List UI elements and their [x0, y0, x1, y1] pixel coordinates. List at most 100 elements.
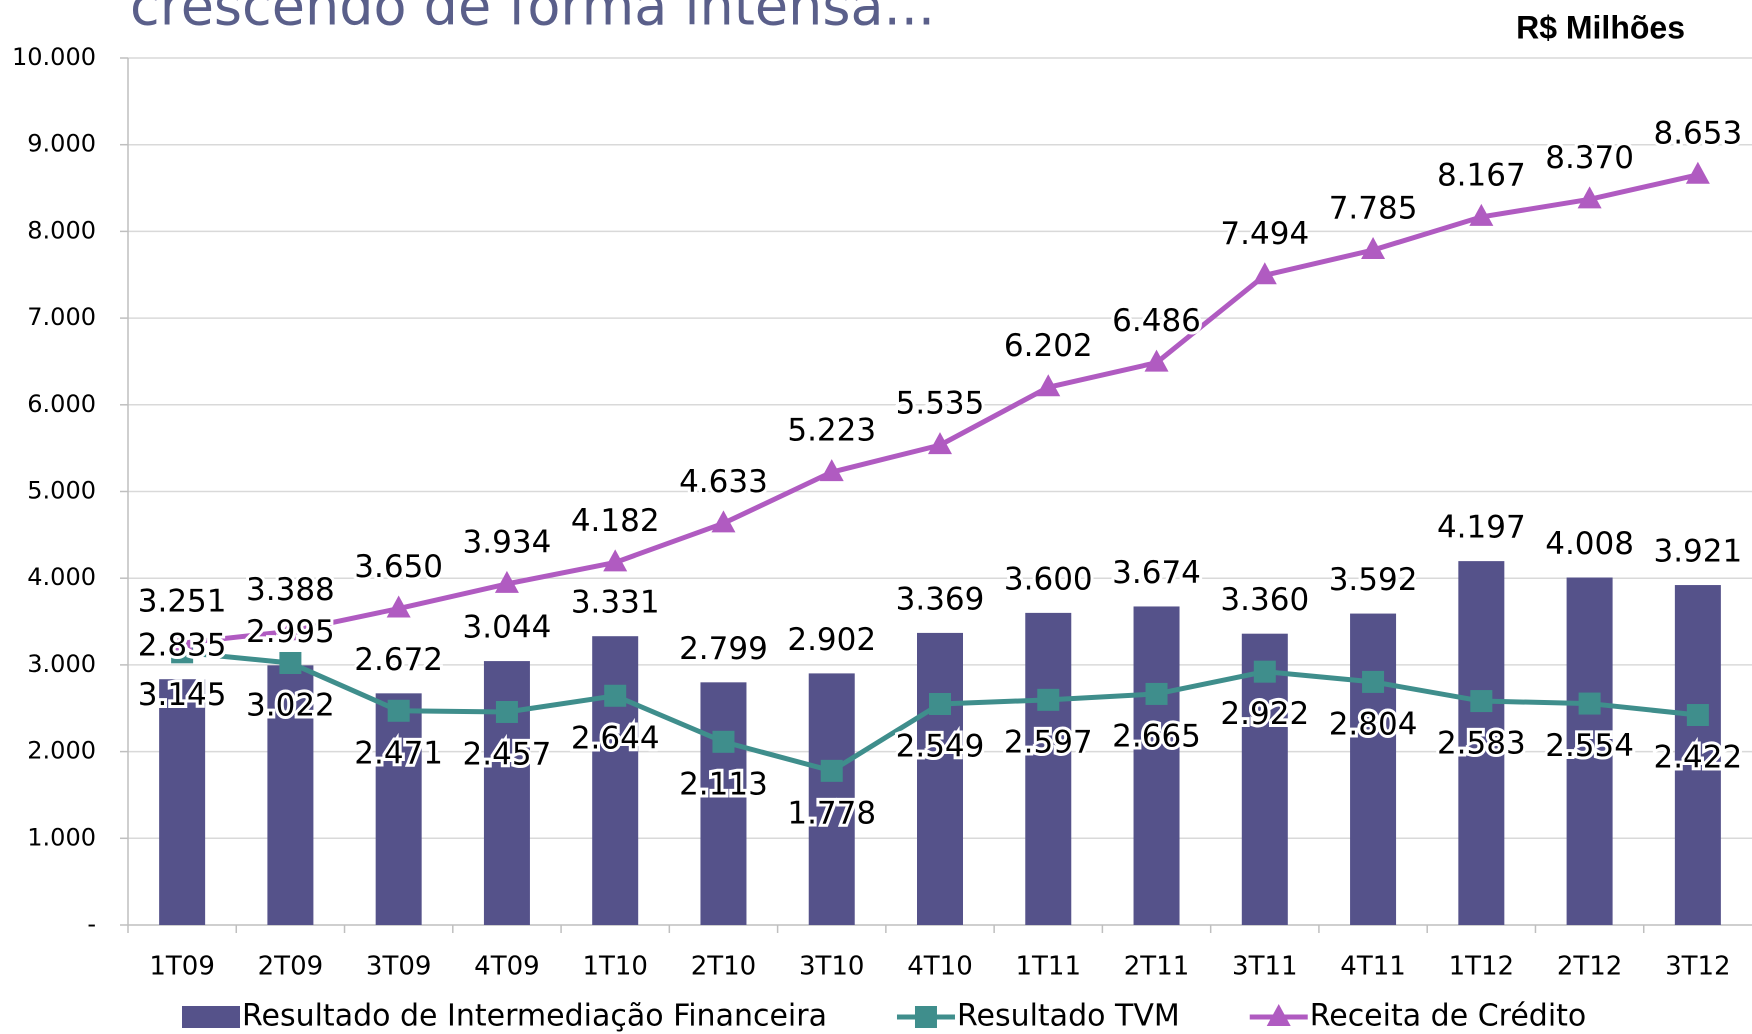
marker [928, 432, 952, 455]
marker [819, 459, 844, 482]
data-label: 3.145 [138, 677, 227, 713]
marker [1036, 374, 1061, 397]
marker [603, 549, 628, 572]
chart-title: crescendo de forma intensa... [130, 0, 935, 38]
x-tick-label: 1T09 [149, 952, 215, 982]
marker [1253, 660, 1276, 683]
legend-item: Receita de Crédito [1249, 999, 1587, 1034]
bar [1133, 606, 1180, 925]
data-label: 2.922 [1220, 696, 1309, 732]
data-label: 4.197 [1437, 510, 1526, 546]
data-label: 3.592 [1329, 562, 1418, 598]
bar [1566, 577, 1613, 925]
data-label: 3.251 [138, 584, 227, 620]
data-label: 2.804 [1329, 706, 1418, 742]
data-label: 8.370 [1545, 140, 1634, 176]
bar [1674, 585, 1721, 925]
y-tick-label: 7.000 [27, 303, 96, 331]
data-label: 3.331 [571, 585, 660, 621]
x-tick-label: 3T11 [1232, 952, 1298, 982]
y-tick-label: 6.000 [27, 390, 96, 418]
marker [1144, 349, 1169, 372]
data-label: 7.785 [1329, 191, 1418, 227]
y-tick-label: 3.000 [27, 650, 96, 678]
y-tick-label: 1.000 [27, 823, 96, 851]
bar [159, 679, 206, 925]
data-label: 3.360 [1220, 582, 1309, 618]
bar [592, 636, 639, 925]
bar [700, 682, 747, 925]
marker [170, 630, 195, 653]
x-tick-label: 4T11 [1340, 952, 1406, 982]
data-label: 3.921 [1653, 534, 1742, 570]
data-label: 2.549 [896, 729, 985, 765]
legend-label: Receita de Crédito [1310, 999, 1587, 1034]
data-label: 3.044 [463, 610, 552, 646]
marker [1362, 670, 1385, 693]
data-label: 3.388 [246, 572, 335, 608]
data-label: 1.778 [787, 795, 876, 831]
data-label: 2.422 [1653, 740, 1742, 776]
data-label: 3.650 [354, 549, 443, 585]
legend-swatch [182, 1006, 240, 1028]
x-tick-label: 3T12 [1665, 952, 1731, 982]
marker [495, 700, 518, 723]
data-label: 5.535 [896, 386, 985, 422]
x-tick-label: 4T09 [474, 952, 540, 982]
marker [711, 510, 736, 533]
data-label: 2.799 [679, 631, 768, 667]
marker [1469, 203, 1494, 226]
legend-marker [1266, 1004, 1291, 1026]
data-label: 2.113 [679, 766, 768, 802]
marker [387, 699, 410, 722]
data-label: 5.223 [787, 413, 876, 449]
marker [278, 618, 303, 641]
y-tick-label: 8.000 [27, 216, 96, 244]
bar [917, 632, 963, 925]
legend-marker [914, 1006, 937, 1028]
data-label: 2.995 [246, 614, 335, 650]
x-tick-label: 1T12 [1449, 952, 1515, 982]
data-label: 7.494 [1220, 216, 1309, 252]
data-label: 2.665 [1112, 718, 1201, 754]
data-label: 3.674 [1112, 555, 1201, 591]
x-tick-label: 4T10 [907, 952, 973, 982]
data-label: 4.182 [571, 503, 660, 539]
data-label: 4.633 [679, 464, 768, 500]
x-tick-label: 2T09 [258, 952, 324, 982]
legend-item: Resultado de Intermediação Financeira [182, 999, 827, 1034]
marker [279, 651, 302, 674]
marker [494, 570, 519, 593]
bar [808, 673, 855, 925]
marker [604, 684, 627, 707]
x-tick-label: 1T10 [582, 952, 648, 982]
marker [1252, 262, 1277, 285]
data-label: 2.457 [463, 736, 552, 772]
y-tick-label: 5.000 [27, 477, 96, 505]
data-label: 3.934 [463, 524, 552, 560]
bar [1350, 613, 1397, 925]
data-label: 3.022 [246, 687, 335, 723]
data-label: 4.008 [1545, 526, 1634, 562]
data-label: 2.672 [354, 642, 443, 678]
marker [1470, 690, 1493, 713]
legend-item: Resultado TVM [896, 999, 1180, 1034]
y-tick-label: 4.000 [27, 563, 96, 591]
bar [1458, 561, 1505, 925]
bar [1025, 612, 1072, 925]
marker [386, 595, 411, 618]
legend-label: Resultado TVM [957, 999, 1180, 1034]
x-tick-label: 3T09 [366, 952, 432, 982]
legend-label: Resultado de Intermediação Financeira [242, 999, 827, 1034]
marker [1361, 237, 1386, 260]
y-tick-label: 9.000 [27, 130, 96, 158]
data-label: 2.644 [571, 720, 660, 756]
data-label: 3.369 [896, 581, 985, 617]
data-label: 6.202 [1004, 328, 1093, 364]
marker [1686, 704, 1709, 727]
marker [712, 730, 735, 753]
marker [820, 759, 843, 782]
data-label: 8.653 [1653, 115, 1742, 151]
